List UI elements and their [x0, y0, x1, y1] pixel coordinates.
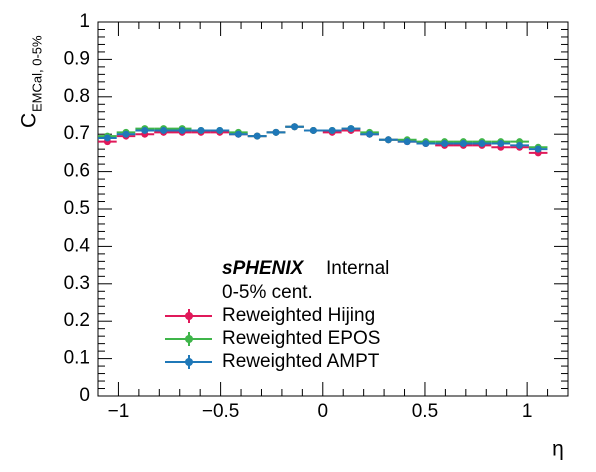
data-point: [178, 126, 186, 134]
data-point: [291, 123, 299, 131]
centrality-label: 0-5% cent.: [222, 282, 313, 303]
y-axis-label-group: C EMCal, 0-5%: [18, 35, 45, 128]
data-point: [216, 126, 224, 134]
legend-marker: [185, 358, 193, 366]
y-tick-label: 0.2: [64, 310, 90, 331]
data-point: [328, 126, 336, 134]
y-tick-label: 0.6: [64, 161, 90, 182]
data-point: [459, 140, 467, 148]
data-point: [347, 125, 355, 133]
y-tick-label: 0.9: [64, 48, 90, 69]
experiment-label: sPHENIX: [222, 258, 305, 279]
data-point: [384, 136, 392, 144]
data-point: [534, 145, 542, 153]
legend-label: Reweighted AMPT: [222, 351, 380, 372]
data-point: [122, 130, 130, 138]
data-point: [234, 130, 242, 138]
data-point: [403, 138, 411, 146]
data-point: [516, 141, 524, 149]
y-tick-label: 0.1: [64, 348, 90, 369]
data-point: [103, 134, 111, 142]
data-point: [478, 140, 486, 148]
y-tick-label: 0.7: [64, 123, 90, 144]
legend-label: Reweighted Hijing: [222, 305, 375, 326]
y-tick-label: 0.8: [64, 86, 90, 107]
x-tick-label: 0.5: [412, 401, 438, 422]
data-point: [309, 126, 317, 134]
y-tick-label: 0.3: [64, 273, 90, 294]
y-tick-label: 0.4: [64, 235, 91, 256]
y-tick-label: 0.5: [64, 198, 90, 219]
x-tick-label: 1: [522, 401, 533, 422]
x-tick-label: 0: [317, 401, 328, 422]
y-axis-label-sub: EMCal, 0-5%: [29, 35, 44, 112]
data-point: [422, 140, 430, 148]
x-axis-label: η: [552, 438, 564, 461]
data-point: [366, 130, 374, 138]
y-tick-label: 1: [79, 11, 90, 32]
legend-marker: [185, 312, 193, 320]
data-point: [197, 126, 205, 134]
data-point: [141, 126, 149, 134]
legend-marker: [185, 335, 193, 343]
y-tick-label: 0: [79, 385, 90, 406]
status-label: Internal: [326, 258, 389, 279]
data-point: [160, 126, 168, 134]
data-point: [441, 140, 449, 148]
x-tick-label: −1: [108, 401, 130, 422]
data-point: [253, 132, 261, 140]
y-axis-label: C: [18, 113, 41, 128]
legend-label: Reweighted EPOS: [222, 328, 380, 349]
x-tick-label: −0.5: [202, 401, 240, 422]
data-point: [272, 128, 280, 136]
data-point: [497, 140, 505, 148]
